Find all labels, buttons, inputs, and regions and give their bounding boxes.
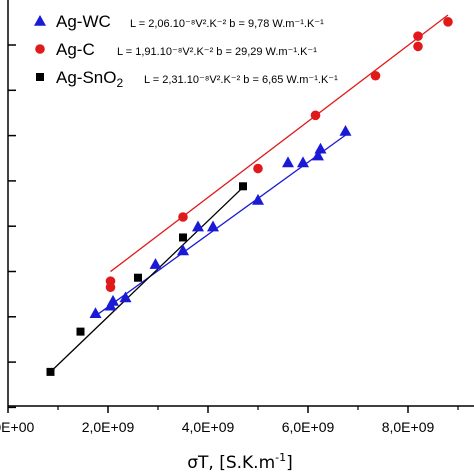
data-point: [339, 125, 352, 136]
data-point: [253, 163, 263, 174]
data-point: [312, 149, 324, 161]
fit-line: [110, 14, 449, 273]
x-tick-label: 0,0E+00: [0, 419, 34, 435]
legend-entry-formula: L = 2,06.10⁻⁸V².K⁻² b = 9,78 W.m⁻¹.K⁻¹: [130, 18, 324, 30]
x-tick-label: 4,0E+09: [182, 419, 235, 435]
data-point: [134, 273, 142, 282]
data-point: [282, 156, 294, 168]
data-point: [178, 212, 188, 222]
legend-marker: [35, 44, 45, 54]
data-point: [413, 41, 423, 52]
data-point: [443, 17, 453, 27]
data-point: [179, 233, 187, 242]
data-point: [149, 258, 162, 269]
data-point: [239, 182, 247, 191]
x-tick-label: 6,0E+09: [282, 419, 335, 435]
data-point: [76, 327, 85, 336]
data-markers: [46, 17, 453, 376]
data-point: [314, 142, 327, 154]
data-point: [177, 244, 189, 256]
data-point: [207, 220, 219, 232]
legend: Ag-WC L = 2,06.10⁻⁸V².K⁻² b = 9,78 W.m⁻¹.…: [34, 12, 338, 90]
data-point: [413, 31, 423, 41]
legend-entry-name: Ag-SnO2: [56, 68, 123, 90]
x-axis-title: σT, [S.K.m-1]: [187, 451, 293, 473]
legend-marker: [36, 73, 44, 81]
legend-marker: [34, 15, 46, 26]
data-point: [370, 70, 381, 81]
legend-entry-name: Ag-WC: [56, 12, 111, 31]
fit-line: [50, 184, 246, 373]
legend-entry-name: Ag-C: [56, 40, 95, 59]
data-point: [252, 193, 264, 205]
data-point: [310, 110, 321, 121]
legend-entry-formula: L = 1,91.10⁻⁸V².K⁻² b = 29,29 W.m⁻¹.K⁻¹: [117, 46, 317, 58]
fit-line: [95, 134, 346, 317]
x-tick-label: 2,0E+09: [82, 419, 135, 435]
x-tick-label: 8,0E+09: [382, 419, 435, 435]
data-point: [46, 367, 55, 376]
data-point: [107, 294, 119, 306]
data-point: [89, 307, 102, 318]
data-point: [297, 156, 309, 168]
data-point: [119, 291, 132, 303]
data-point: [192, 220, 204, 232]
axes: 0,0E+00 2,0E+09 4,0E+09 6,0E+09 8,0E+09: [0, 0, 474, 435]
legend-entry-formula: L = 2,31.10⁻⁸V².K⁻² b = 6,65 W.m⁻¹.K⁻¹: [144, 74, 338, 86]
data-point: [105, 276, 116, 286]
